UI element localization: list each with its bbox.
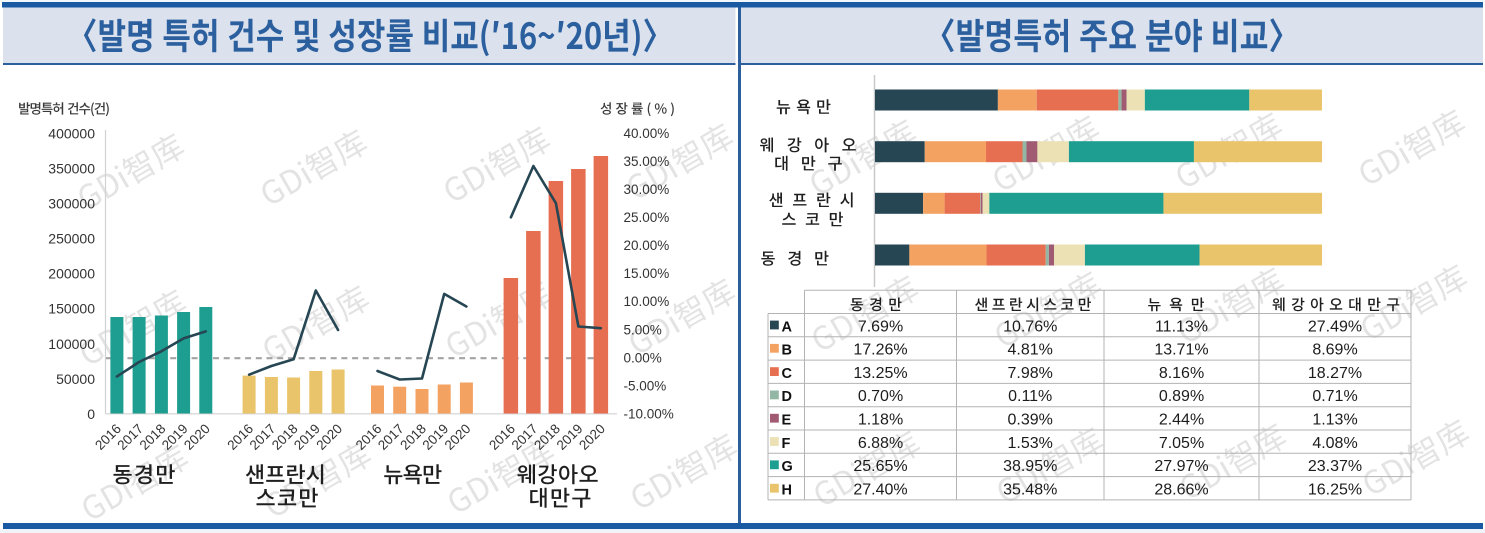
svg-text:27.97%: 27.97% — [1154, 458, 1208, 475]
svg-text:5.00%: 5.00% — [624, 322, 662, 337]
svg-text:-10.00%: -10.00% — [624, 407, 674, 422]
svg-text:H: H — [782, 482, 792, 498]
svg-text:250000: 250000 — [48, 231, 95, 247]
svg-text:1.53%: 1.53% — [1008, 435, 1053, 452]
svg-text:7.98%: 7.98% — [1008, 365, 1053, 382]
svg-text:F: F — [782, 436, 791, 452]
svg-text:200000: 200000 — [48, 266, 95, 282]
svg-text:20.00%: 20.00% — [624, 238, 670, 253]
svg-text:1.18%: 1.18% — [858, 412, 903, 429]
svg-text:13.71%: 13.71% — [1154, 342, 1208, 359]
svg-text:E: E — [782, 413, 792, 429]
svg-text:10.76%: 10.76% — [1003, 318, 1057, 335]
svg-text:38.95%: 38.95% — [1003, 458, 1057, 475]
svg-text:35.48%: 35.48% — [1003, 481, 1057, 498]
svg-text:27.40%: 27.40% — [853, 481, 907, 498]
svg-text:-5.00%: -5.00% — [624, 378, 667, 393]
svg-text:40.00%: 40.00% — [624, 126, 670, 141]
svg-text:25.00%: 25.00% — [624, 210, 670, 225]
svg-text:2020: 2020 — [181, 421, 213, 453]
svg-text:17.26%: 17.26% — [853, 342, 907, 359]
svg-text:B: B — [782, 343, 792, 359]
svg-text:25.65%: 25.65% — [853, 458, 907, 475]
svg-text:A: A — [782, 319, 793, 335]
svg-text:2.44%: 2.44% — [1159, 412, 1204, 429]
svg-text:1.13%: 1.13% — [1312, 412, 1357, 429]
svg-text:23.37%: 23.37% — [1308, 458, 1362, 475]
svg-text:0.00%: 0.00% — [624, 350, 662, 365]
svg-text:350000: 350000 — [48, 161, 95, 177]
svg-text:11.13%: 11.13% — [1155, 318, 1208, 335]
svg-text:G: G — [782, 459, 793, 475]
svg-text:7.05%: 7.05% — [1159, 435, 1204, 452]
svg-text:2020: 2020 — [576, 421, 608, 453]
svg-text:7.69%: 7.69% — [858, 318, 903, 335]
svg-text:30.00%: 30.00% — [624, 182, 670, 197]
svg-text:13.25%: 13.25% — [853, 365, 907, 382]
svg-text:0.11%: 0.11% — [1008, 388, 1052, 405]
svg-text:50000: 50000 — [56, 371, 95, 387]
svg-text:0.39%: 0.39% — [1008, 412, 1053, 429]
svg-text:0.70%: 0.70% — [858, 388, 903, 405]
svg-text:28.66%: 28.66% — [1154, 481, 1208, 498]
svg-text:27.49%: 27.49% — [1308, 318, 1362, 335]
svg-text:18.27%: 18.27% — [1308, 365, 1362, 382]
svg-text:C: C — [782, 366, 793, 382]
svg-text:300000: 300000 — [48, 196, 95, 212]
svg-text:6.88%: 6.88% — [858, 435, 903, 452]
svg-text:0: 0 — [87, 406, 95, 422]
svg-text:0.89%: 0.89% — [1159, 388, 1204, 405]
svg-text:8.16%: 8.16% — [1159, 365, 1204, 382]
svg-text:35.00%: 35.00% — [624, 154, 670, 169]
svg-text:100000: 100000 — [48, 336, 95, 352]
svg-text:16.25%: 16.25% — [1308, 481, 1362, 498]
svg-text:8.69%: 8.69% — [1312, 342, 1357, 359]
svg-text:4.81%: 4.81% — [1008, 342, 1053, 359]
svg-text:150000: 150000 — [48, 301, 95, 317]
svg-text:15.00%: 15.00% — [624, 266, 670, 281]
svg-text:D: D — [782, 389, 792, 405]
svg-text:4.08%: 4.08% — [1312, 435, 1357, 452]
svg-text:2020: 2020 — [313, 421, 345, 453]
svg-text:0.71%: 0.71% — [1312, 388, 1357, 405]
svg-text:10.00%: 10.00% — [624, 294, 670, 309]
svg-text:2020: 2020 — [442, 421, 474, 453]
svg-text:400000: 400000 — [48, 125, 95, 141]
